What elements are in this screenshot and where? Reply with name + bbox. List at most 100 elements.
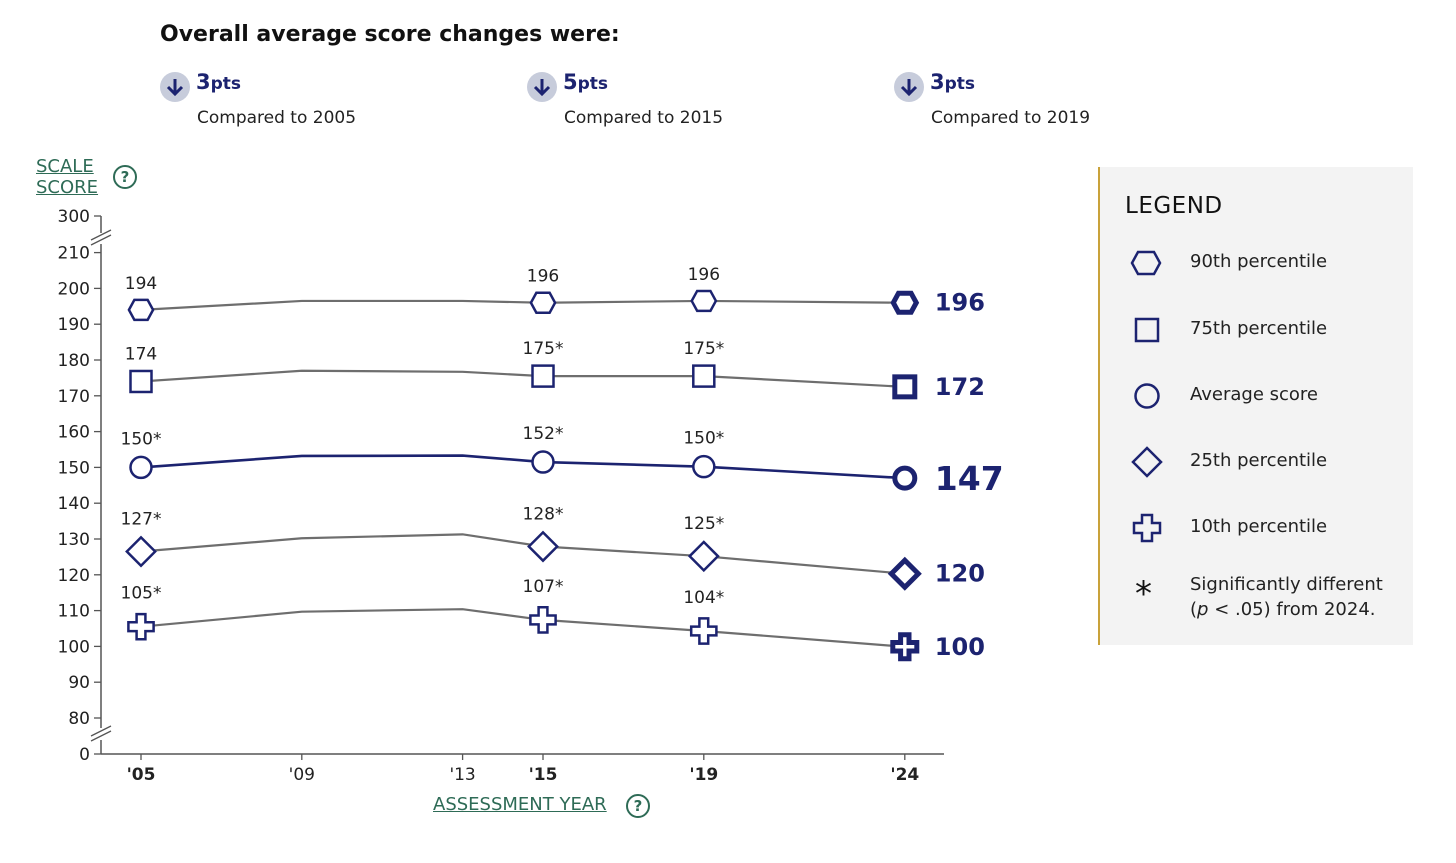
data-point-circle [531,450,555,474]
score-change-2015: 5pts Compared to 2015 [527,70,857,140]
y-tick-label: 80 [68,709,90,729]
hexagon-icon [1130,250,1162,276]
legend: LEGEND 90th percentile 75th percentile A… [1098,167,1413,645]
diamond-icon [1131,446,1163,478]
x-tick-label: '19 [689,765,718,785]
legend-item-significance: * Significantly different (p < .05) from… [1135,574,1383,620]
x-tick-label: '24 [890,765,919,785]
data-point-diamond [687,540,720,573]
data-point-hexagon [890,290,920,315]
data-point-diamond [125,535,157,568]
data-point-plus [529,606,557,634]
data-point-hexagon [127,298,155,322]
change-comparison: Compared to 2015 [564,108,724,128]
line-chart: 0 80 90 100 110 120 130 140 150 160 170 180 190 200 21… [58,207,1004,785]
series-line-plus [140,608,905,648]
final-value-label: 196 [935,289,985,317]
data-label: 150* [683,429,724,449]
data-point-plus [689,617,718,645]
change-points: 3pts [196,70,242,94]
y-tick-label: 160 [58,423,90,443]
y-tick-label: 100 [58,637,90,657]
change-points: 3pts [930,70,976,94]
circle-icon [1134,383,1160,409]
y-tick-label: 90 [68,673,90,693]
x-axis-title[interactable]: ASSESSMENT YEAR [433,794,607,815]
x-tick-label: '09 [289,765,315,785]
data-label: 174 [125,344,157,364]
legend-item-10th: 10th percentile [1100,508,1413,548]
down-arrow-icon [160,72,190,102]
data-label: 196 [688,265,720,285]
data-point-circle [692,454,716,479]
x-tick-label: '13 [449,765,475,785]
series-line-circle [140,454,905,480]
y-tick-label: 140 [58,494,90,514]
change-comparison: Compared to 2019 [931,108,1091,128]
legend-title: LEGEND [1125,193,1223,219]
down-arrow-icon [894,72,924,102]
score-change-2019: 3pts Compared to 2019 [894,70,1224,140]
data-point-square [531,364,555,388]
series-line-diamond [140,533,905,575]
data-label: 127* [121,510,162,530]
x-tick-label: '05 [127,765,156,785]
data-point-plus [127,612,155,641]
change-comparison: Compared to 2005 [197,108,357,128]
data-point-square [129,369,153,394]
data-point-hexagon [690,289,718,313]
legend-item-average: Average score [1100,376,1413,416]
square-icon [1134,317,1160,343]
y-axis-title[interactable]: SCALE SCORE [36,156,99,198]
data-point-circle [892,465,918,491]
page-title: Overall average score changes were: [160,22,620,47]
y-tick-label: 300 [58,207,90,227]
y-tick-label: 120 [58,566,90,586]
final-value-label: 147 [935,459,1004,498]
data-point-plus [890,632,920,662]
y-tick-label: 180 [58,351,90,371]
data-label: 194 [125,274,157,294]
data-point-square [892,374,918,400]
asterisk-icon: * [1135,574,1152,614]
data-label: 152* [523,424,564,444]
x-tick-label: '15 [529,765,558,785]
data-label: 196 [527,267,559,287]
score-change-2005: 3pts Compared to 2005 [160,70,490,140]
data-label: 175* [683,339,724,359]
y-tick-label: 200 [58,279,90,299]
data-label: 105* [121,584,162,604]
y-tick-label: 170 [58,387,90,407]
data-point-diamond [887,556,922,591]
data-label: 125* [683,514,724,534]
axis-break-mark [90,725,112,737]
data-point-diamond [527,530,559,563]
final-value-label: 172 [935,373,985,401]
axis-break-mark [90,234,112,246]
y-tick-label: 110 [58,602,90,622]
data-label: 175* [523,339,564,359]
data-point-hexagon [529,291,557,314]
y-tick-label: 210 [58,244,90,264]
x-axis-help-icon[interactable]: ? [626,794,650,818]
data-label: 104* [683,588,724,608]
axis-break-mark [90,229,112,241]
y-tick-label: 150 [58,458,90,478]
data-label: 128* [523,505,564,525]
down-arrow-icon [527,72,557,102]
plus-icon [1132,513,1162,543]
legend-item-90th: 90th percentile [1100,243,1413,283]
data-point-circle [129,455,153,480]
final-value-label: 120 [935,560,985,588]
y-axis-help-icon[interactable]: ? [113,165,137,189]
legend-item-25th: 25th percentile [1100,442,1413,482]
change-points: 5pts [563,70,609,94]
data-point-square [692,364,716,388]
final-value-label: 100 [935,633,985,661]
series-line-square [140,369,905,388]
data-label: 150* [121,429,162,449]
y-tick-label: 130 [58,530,90,550]
data-label: 107* [523,577,564,597]
y-tick-label: 0 [79,745,90,765]
series-line-hexagon [140,299,905,311]
